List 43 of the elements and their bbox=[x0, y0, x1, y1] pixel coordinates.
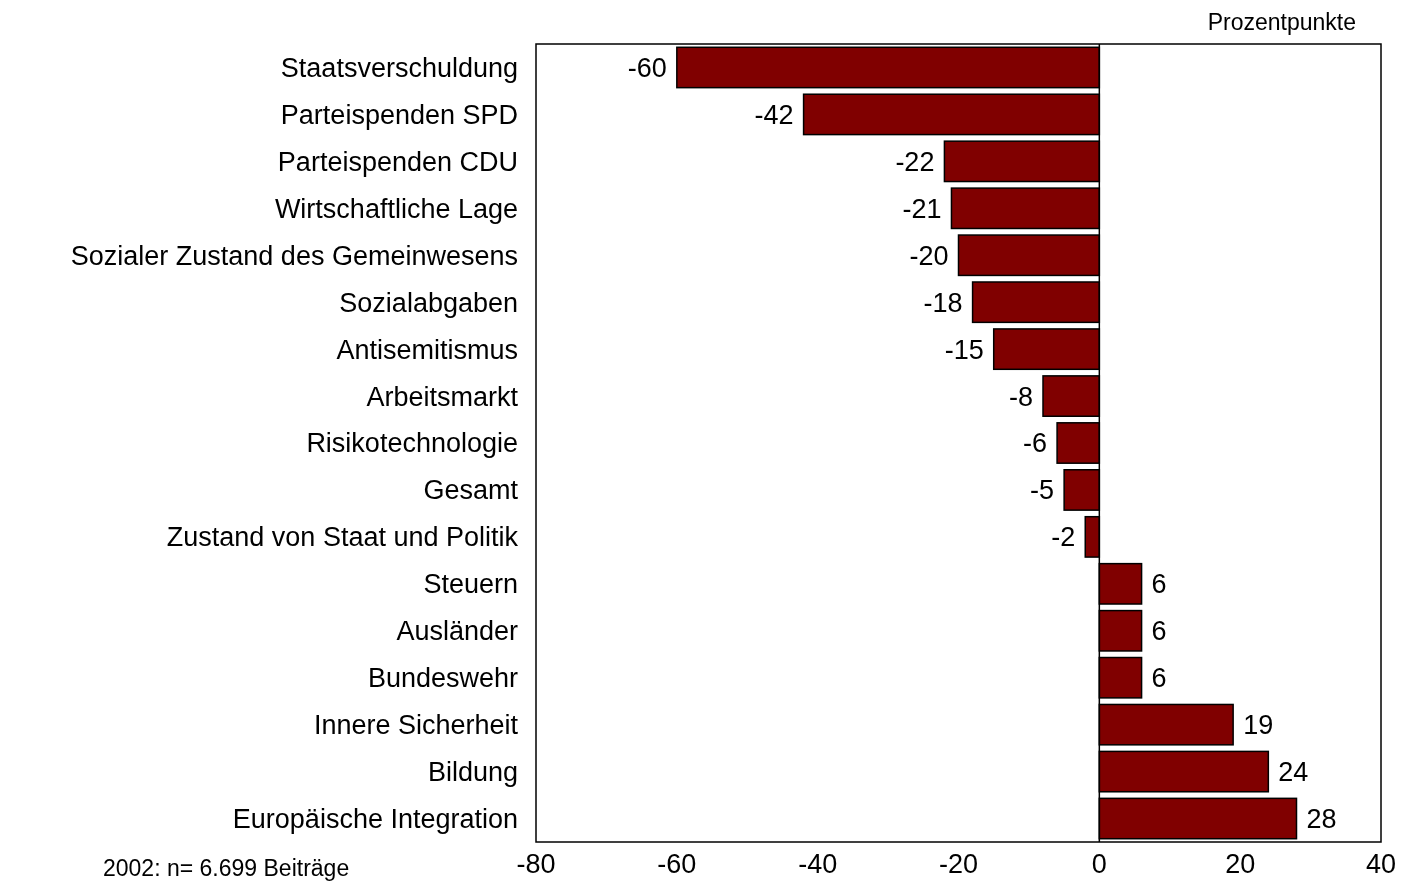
y-tick-label: Wirtschaftliche Lage bbox=[274, 193, 518, 224]
data-label: -22 bbox=[895, 146, 935, 177]
data-label: -42 bbox=[754, 99, 794, 130]
data-label: 24 bbox=[1278, 757, 1309, 788]
y-tick-label: Innere Sicherheit bbox=[313, 710, 519, 741]
y-tick-label: Bundeswehr bbox=[367, 663, 518, 694]
data-label: -8 bbox=[1008, 381, 1033, 412]
data-label: -2 bbox=[1051, 522, 1076, 553]
y-tick-label: Ausländer bbox=[396, 616, 518, 647]
data-label: -18 bbox=[923, 287, 963, 318]
x-axis-title: Prozentpunkte bbox=[1207, 9, 1356, 35]
data-label: 28 bbox=[1306, 803, 1337, 834]
y-tick-label: Parteispenden CDU bbox=[277, 146, 518, 177]
y-tick-label: Arbeitsmarkt bbox=[366, 381, 519, 412]
x-tick-label: 40 bbox=[1365, 849, 1397, 879]
y-tick-label: Risikotechnologie bbox=[306, 428, 518, 459]
data-label: 6 bbox=[1151, 616, 1167, 647]
y-tick-label: Gesamt bbox=[423, 475, 519, 506]
data-label: 19 bbox=[1243, 710, 1274, 741]
y-tick-label: Steuern bbox=[423, 569, 518, 600]
y-tick-label: Europäische Integration bbox=[232, 803, 518, 834]
x-tick-label: -80 bbox=[516, 849, 556, 879]
x-tick-label: 20 bbox=[1225, 849, 1256, 879]
data-label: -20 bbox=[909, 240, 949, 271]
x-tick-label: 0 bbox=[1091, 849, 1107, 879]
y-tick-label: Sozialer Zustand des Gemeinwesens bbox=[70, 240, 518, 271]
y-tick-label: Staatsverschuldung bbox=[280, 52, 518, 83]
data-label: -60 bbox=[627, 52, 667, 83]
data-label: -21 bbox=[902, 193, 942, 224]
data-label: -6 bbox=[1023, 428, 1048, 459]
y-tick-label: Bildung bbox=[427, 757, 518, 788]
text: 2002: n= 6.699 Beiträge bbox=[103, 855, 350, 881]
x-tick-label: -60 bbox=[657, 849, 697, 879]
data-label: 6 bbox=[1151, 663, 1167, 694]
y-tick-label: Parteispenden SPD bbox=[280, 99, 518, 130]
data-label: -15 bbox=[944, 334, 984, 365]
data-label: -5 bbox=[1030, 475, 1055, 506]
y-tick-label: Antisemitismus bbox=[336, 334, 518, 365]
y-tick-label: Zustand von Staat und Politik bbox=[166, 522, 519, 553]
x-tick-label: -40 bbox=[798, 849, 838, 879]
data-label: 6 bbox=[1151, 569, 1167, 600]
y-tick-label: Sozialabgaben bbox=[339, 287, 518, 318]
x-tick-label: -20 bbox=[938, 849, 979, 879]
